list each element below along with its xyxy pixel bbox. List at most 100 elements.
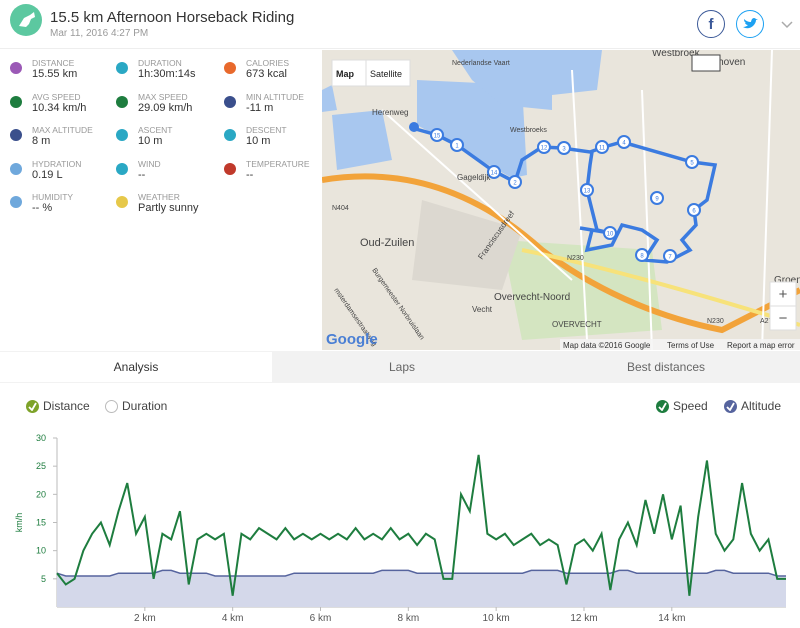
- stat-value: --: [138, 168, 146, 181]
- map-place: Vecht: [472, 305, 493, 314]
- toggle-checkbox: [724, 399, 737, 413]
- stat-value: 10 m: [246, 135, 271, 147]
- map-type-button[interactable]: Satellite: [365, 59, 411, 87]
- stat-value: 10.34 km/h: [32, 101, 87, 114]
- x-tick-label: 2 km: [134, 613, 156, 624]
- stat-label: Max speed: [138, 91, 188, 102]
- toggle-label: Speed: [673, 399, 708, 413]
- route-marker: [650, 191, 664, 205]
- route-marker: [687, 203, 701, 217]
- stat-label: Max altitude: [32, 125, 93, 135]
- route-marker-label: 3: [562, 147, 566, 153]
- stat-value: 1h:30m:14s: [138, 68, 196, 80]
- stat-label: Humidity: [32, 192, 74, 202]
- route-marker-label: 12: [541, 146, 548, 152]
- water: [332, 110, 392, 170]
- map-place: N404: [332, 205, 349, 212]
- zoom-button[interactable]: +: [769, 281, 797, 307]
- start-pin: [409, 122, 419, 132]
- stat-icon: [116, 162, 128, 175]
- route-marker-label: 15: [434, 134, 441, 140]
- road: [381, 50, 773, 350]
- stat-value: 0.19 L: [32, 168, 63, 181]
- map-type-button[interactable]: Map: [331, 59, 367, 87]
- stat-value: Partly sunny: [138, 202, 199, 214]
- toggle-label: Altitude: [741, 399, 782, 413]
- altitude-line: [56, 569, 786, 577]
- map-footer-link[interactable]: Terms of Use: [667, 341, 715, 350]
- stat-icon: [10, 129, 22, 141]
- twitter-share[interactable]: [736, 10, 764, 38]
- stat-icon: [10, 95, 22, 108]
- route-marker-label: 1: [455, 144, 459, 150]
- route-marker-label: 5: [690, 161, 694, 167]
- menu-chevron[interactable]: [780, 20, 794, 30]
- route-marker-label: 13: [584, 189, 591, 195]
- series-toggle[interactable]: Speed: [656, 399, 708, 413]
- y-tick-label: 10: [36, 546, 46, 556]
- stat-value: 8 m: [32, 135, 51, 147]
- stat-icon: [116, 95, 128, 108]
- check-mark: [726, 402, 735, 411]
- check-mark: [658, 402, 667, 411]
- y-tick-label: 15: [36, 518, 46, 528]
- zoom-button-bg: [769, 281, 797, 307]
- stat-value: 15.55 km: [32, 68, 78, 80]
- analysis-chart: km/h 5 10 15 20 25 30 2 km 4 km 6 km 8 km 10 km 12 k…: [14, 433, 786, 624]
- activity-date: Mar 11, 2016 4:27 PM: [50, 28, 149, 39]
- stat-icon: [224, 95, 236, 108]
- stat-label: Calories: [246, 58, 289, 68]
- route-marker-label: 2: [513, 181, 517, 187]
- tab[interactable]: Analysis: [0, 352, 272, 382]
- route-marker: [537, 140, 551, 154]
- stat-label: Avg speed: [32, 91, 81, 102]
- zoom-button-label: +: [779, 286, 788, 303]
- route-marker: [450, 138, 464, 152]
- stat-icon: [224, 129, 236, 141]
- activity-title: 15.5 km Afternoon Horseback Riding: [50, 9, 295, 26]
- stat-value: --: [246, 168, 254, 181]
- axis-toggle[interactable]: Distance: [26, 399, 90, 413]
- stat-label: Temperature: [246, 158, 310, 169]
- zoom-button-label: −: [779, 310, 788, 327]
- series-toggle[interactable]: Altitude: [724, 399, 781, 413]
- toggle-label: Duration: [122, 399, 168, 413]
- stat-icon: [116, 62, 128, 74]
- stat-icon: [116, 129, 128, 141]
- axis-toggle[interactable]: Duration: [105, 399, 167, 413]
- route-marker: [595, 140, 609, 154]
- facebook-share[interactable]: f: [697, 10, 725, 38]
- map-place: Westbroeks: [510, 127, 547, 134]
- zoom-button[interactable]: −: [769, 305, 797, 331]
- water: [322, 85, 337, 112]
- stat-label: Distance: [32, 58, 75, 68]
- map-type-button-bg: [365, 59, 411, 87]
- stat-value: 10 m: [138, 135, 163, 147]
- x-tick-label: 4 km: [222, 613, 244, 624]
- map-place: Nederlandse Vaart: [452, 60, 510, 67]
- stat-value: -11 m: [246, 101, 274, 114]
- tab[interactable]: Laps: [388, 360, 416, 374]
- water: [417, 80, 527, 178]
- x-tick-label: 14 km: [658, 613, 685, 624]
- map-footer-link[interactable]: Report a map error: [727, 341, 795, 350]
- map-type-button-label: Map: [336, 69, 355, 79]
- route-marker: [663, 249, 677, 263]
- stats-panel: Distance 15.55 km Duration 1h:30m:14s Calori…: [0, 50, 320, 350]
- toggle-label: Distance: [43, 399, 90, 413]
- route-marker: [617, 135, 631, 149]
- map-place: A27: [760, 318, 773, 325]
- speed-line: [56, 454, 786, 596]
- y-tick-label: 5: [41, 574, 46, 584]
- y-tick-label: 20: [36, 489, 46, 499]
- route-marker: [685, 155, 699, 169]
- stat-icon: [224, 162, 236, 175]
- route-marker-label: 4: [622, 141, 626, 147]
- water: [452, 50, 552, 110]
- route-map: 15 1 14 2 12 3 13 4 11 5 10 9 6 8 7 Westbroek Nederlands…: [322, 50, 800, 350]
- stat-value: 29.09 km/h: [138, 101, 193, 114]
- route: [411, 126, 718, 264]
- tab[interactable]: Best distances: [626, 360, 706, 374]
- altitude-area: [57, 570, 786, 607]
